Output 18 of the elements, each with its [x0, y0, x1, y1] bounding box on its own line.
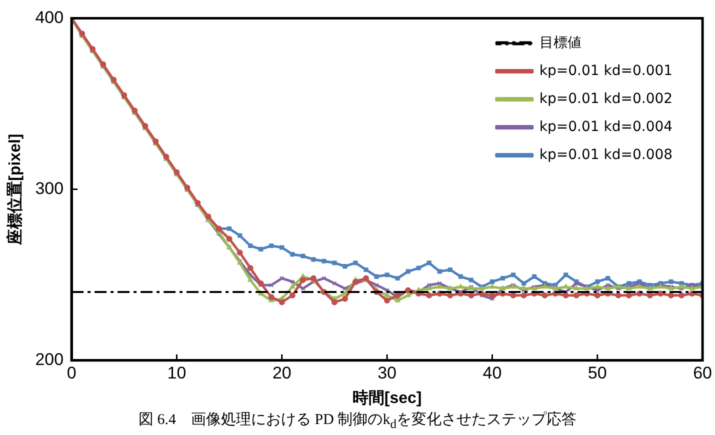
x-tick-label: 20: [272, 363, 292, 382]
x-tick-label: 40: [482, 363, 502, 382]
legend-label: kp=0.01 kd=0.001: [539, 62, 673, 79]
x-tick-label: 0: [66, 363, 76, 382]
y-tick-label: 400: [35, 8, 64, 27]
x-tick-label: 10: [167, 363, 186, 382]
legend-label: 目標値: [539, 34, 582, 51]
y-tick-label: 200: [35, 350, 64, 370]
legend-label: kp=0.01 kd=0.008: [539, 146, 673, 163]
x-tick-label: 30: [378, 363, 397, 382]
x-axis-title: 時間[sec]: [352, 388, 422, 407]
caption: 図 6.4 画像処理における PD 制御のk$_{d}$を変化させたステップ応答: [138, 410, 578, 432]
legend-label: kp=0.01 kd=0.004: [539, 118, 673, 135]
y-tick-label: 300: [35, 178, 64, 198]
legend-label: kp=0.01 kd=0.002: [539, 90, 673, 107]
y-axis-title: 座標位置[pixel]: [5, 134, 24, 246]
x-tick-label: 60: [693, 363, 712, 382]
x-tick-label: 50: [588, 363, 607, 382]
